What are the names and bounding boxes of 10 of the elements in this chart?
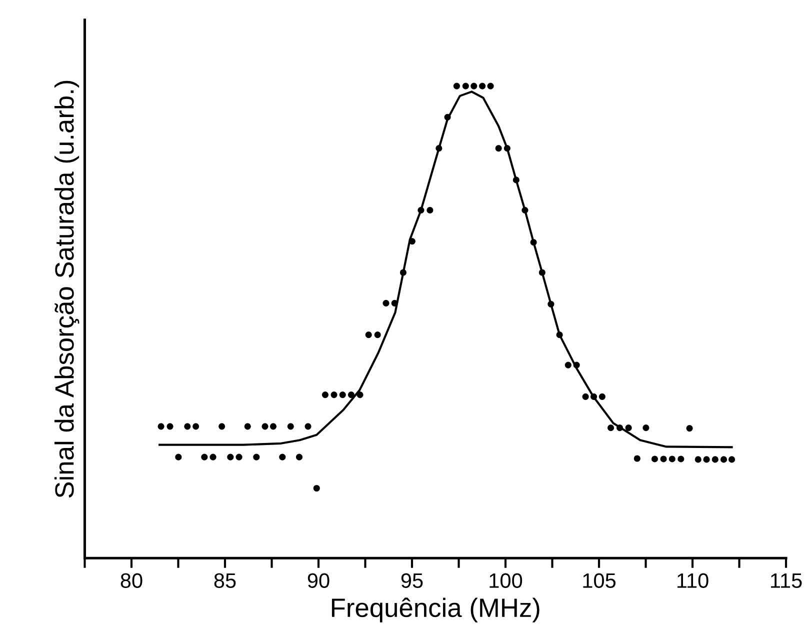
x-tick-label: 90 xyxy=(308,573,330,588)
x-tick-label: 100 xyxy=(490,573,522,588)
x-tick-label: 95 xyxy=(401,573,423,588)
x-axis-title: Frequência (MHz) xyxy=(332,598,540,622)
x-tick-label: 80 xyxy=(120,573,142,588)
x-tick-label: 105 xyxy=(583,573,616,588)
y-axis-title: Sinal da Absorção Saturada (u.arb.) xyxy=(54,80,80,498)
x-tick-label: 110 xyxy=(677,573,708,588)
x-tick-label: 85 xyxy=(214,573,236,588)
x-tick-label: 115 xyxy=(770,573,802,588)
